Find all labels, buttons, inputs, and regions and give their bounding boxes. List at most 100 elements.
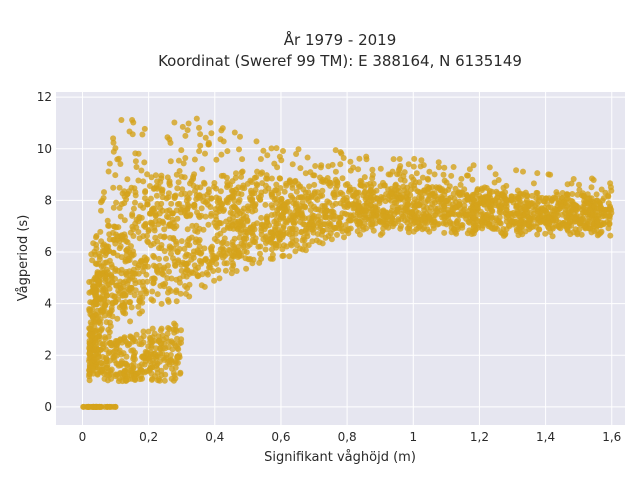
data-point bbox=[180, 160, 187, 167]
data-point bbox=[289, 181, 296, 188]
data-point bbox=[410, 228, 417, 235]
y-axis-label: Vågperiod (s) bbox=[16, 215, 31, 302]
data-point bbox=[326, 214, 333, 221]
data-point bbox=[371, 214, 378, 221]
data-point bbox=[540, 206, 547, 213]
data-point bbox=[186, 293, 193, 300]
data-point bbox=[289, 161, 296, 168]
data-point bbox=[283, 219, 290, 226]
data-point bbox=[276, 242, 282, 249]
data-point bbox=[249, 202, 256, 209]
data-point bbox=[377, 165, 384, 172]
data-point bbox=[168, 250, 174, 257]
data-point bbox=[547, 229, 554, 235]
data-point bbox=[229, 222, 236, 229]
data-point bbox=[116, 290, 123, 297]
data-point bbox=[232, 246, 238, 253]
data-point bbox=[103, 354, 109, 361]
data-point bbox=[246, 194, 253, 201]
data-point bbox=[173, 328, 180, 334]
data-point bbox=[224, 148, 231, 155]
data-point bbox=[97, 316, 104, 323]
data-point bbox=[411, 196, 418, 203]
data-point bbox=[292, 208, 299, 215]
data-point bbox=[216, 275, 223, 282]
data-point bbox=[171, 119, 178, 126]
data-point bbox=[272, 187, 279, 194]
data-point bbox=[259, 180, 266, 187]
data-point bbox=[317, 174, 323, 181]
data-point bbox=[172, 322, 179, 329]
data-point bbox=[107, 323, 114, 330]
data-point bbox=[236, 196, 243, 203]
data-point bbox=[238, 173, 245, 180]
data-point bbox=[138, 341, 145, 348]
data-point bbox=[404, 201, 411, 208]
data-point bbox=[305, 242, 312, 249]
data-point bbox=[398, 210, 405, 217]
data-point bbox=[158, 245, 165, 252]
data-point bbox=[416, 179, 423, 186]
data-point bbox=[448, 210, 455, 217]
data-point bbox=[148, 242, 154, 249]
data-point bbox=[267, 229, 274, 236]
data-point bbox=[356, 155, 363, 162]
y-tick-label: 2 bbox=[44, 348, 52, 362]
data-point bbox=[337, 149, 344, 156]
data-point bbox=[424, 226, 431, 233]
x-tick-label: 1,4 bbox=[536, 430, 555, 444]
data-point bbox=[87, 325, 94, 332]
data-point bbox=[418, 157, 425, 164]
data-point bbox=[162, 364, 169, 370]
data-point bbox=[126, 128, 133, 135]
data-point bbox=[86, 345, 93, 352]
data-point bbox=[388, 194, 395, 200]
data-point bbox=[127, 299, 134, 305]
data-point bbox=[166, 268, 172, 275]
data-point bbox=[608, 206, 615, 213]
data-point bbox=[563, 214, 570, 221]
data-point bbox=[301, 215, 308, 222]
data-point bbox=[135, 270, 142, 277]
data-point bbox=[233, 268, 240, 274]
data-point bbox=[124, 280, 131, 287]
data-point bbox=[100, 367, 107, 374]
data-point bbox=[297, 194, 304, 201]
data-point bbox=[257, 250, 263, 257]
data-point bbox=[390, 156, 397, 163]
data-point bbox=[324, 198, 331, 205]
data-point bbox=[137, 290, 144, 297]
data-point bbox=[185, 120, 192, 127]
data-point bbox=[147, 349, 154, 356]
data-point bbox=[159, 350, 166, 357]
data-point bbox=[110, 139, 117, 146]
data-point bbox=[129, 338, 136, 345]
data-point bbox=[97, 320, 104, 327]
data-point bbox=[350, 205, 357, 212]
data-point bbox=[139, 299, 146, 306]
data-point bbox=[474, 217, 481, 224]
data-point bbox=[530, 180, 537, 187]
data-point bbox=[381, 213, 388, 220]
data-point bbox=[164, 174, 171, 181]
data-point bbox=[222, 267, 229, 274]
data-point bbox=[311, 189, 318, 196]
data-point bbox=[289, 226, 295, 233]
data-point bbox=[263, 172, 270, 179]
data-point bbox=[551, 205, 558, 212]
data-point bbox=[485, 223, 492, 230]
data-point bbox=[167, 234, 174, 241]
data-point bbox=[575, 204, 582, 211]
data-point bbox=[207, 245, 214, 252]
data-point bbox=[173, 207, 180, 214]
data-point bbox=[400, 183, 407, 190]
data-point bbox=[255, 194, 262, 201]
data-point bbox=[279, 253, 286, 259]
data-point bbox=[607, 184, 614, 191]
data-point bbox=[512, 193, 519, 200]
data-point bbox=[116, 205, 123, 211]
data-point bbox=[503, 206, 510, 213]
data-point bbox=[118, 360, 125, 367]
data-point bbox=[217, 188, 224, 195]
data-point bbox=[91, 357, 98, 364]
